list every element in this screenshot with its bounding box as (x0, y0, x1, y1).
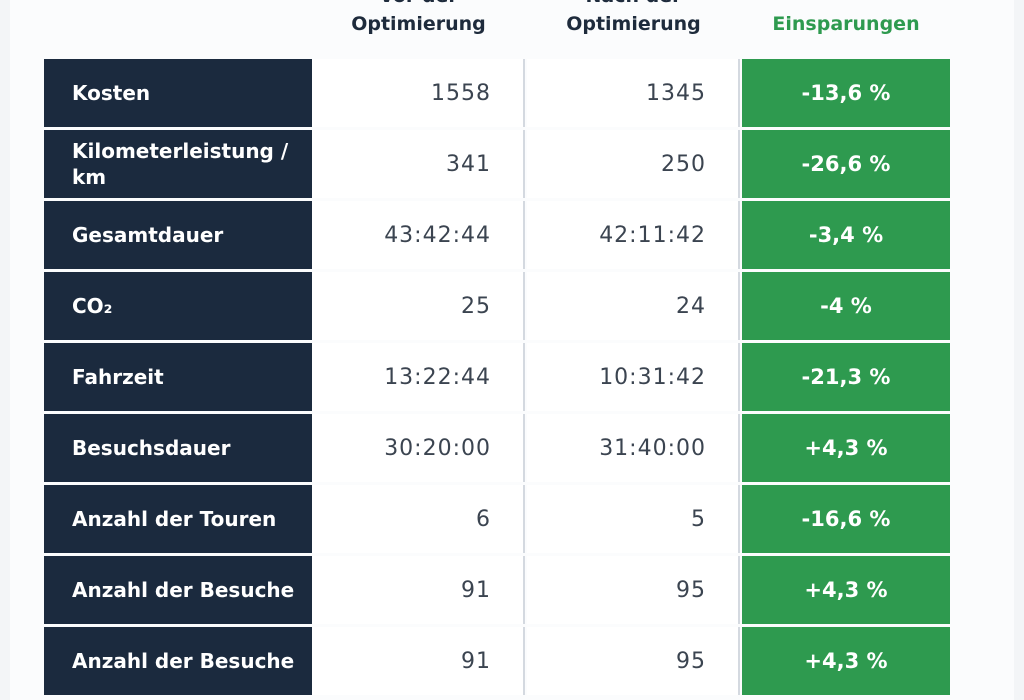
value-cell: 13:22:44 (312, 343, 525, 411)
column-header: Vor der Optimierung (351, 0, 486, 35)
savings-cell: -13,6 % (742, 59, 950, 127)
value-cell: 24 (527, 272, 740, 340)
value-cell: 95 (527, 627, 740, 695)
row-label: CO₂ (44, 272, 312, 340)
savings-cell: +4,3 % (742, 627, 950, 695)
value-cell: 6 (312, 485, 525, 553)
savings-cell: -26,6 % (742, 130, 950, 198)
row-label: Besuchsdauer (44, 414, 312, 482)
savings-cell: +4,3 % (742, 556, 950, 624)
value-cell: 10:31:42 (527, 343, 740, 411)
value-cell: 5 (527, 485, 740, 553)
row-label: Anzahl der Touren (44, 485, 312, 553)
row-label: Gesamtdauer (44, 201, 312, 269)
savings-cell: +4,3 % (742, 414, 950, 482)
value-cell: 250 (527, 130, 740, 198)
value-cell: 91 (312, 627, 525, 695)
value-cell: 43:42:44 (312, 201, 525, 269)
row-label: Anzahl der Besuche (44, 556, 312, 624)
value-cell: 30:20:00 (312, 414, 525, 482)
row-label: Anzahl der Besuche (44, 627, 312, 695)
value-cell: 1558 (312, 59, 525, 127)
value-cell: 31:40:00 (527, 414, 740, 482)
savings-cell: -4 % (742, 272, 950, 340)
value-cell: 42:11:42 (527, 201, 740, 269)
column-header: Einsparungen (772, 13, 920, 35)
row-label: Kosten (44, 59, 312, 127)
savings-cell: -3,4 % (742, 201, 950, 269)
value-cell: 341 (312, 130, 525, 198)
row-label: Kilometerleistung / km (44, 130, 312, 198)
value-cell: 91 (312, 556, 525, 624)
row-label: Fahrzeit (44, 343, 312, 411)
column-header: Nach der Optimierung (566, 0, 701, 35)
value-cell: 95 (527, 556, 740, 624)
savings-cell: -21,3 % (742, 343, 950, 411)
value-cell: 1345 (527, 59, 740, 127)
value-cell: 25 (312, 272, 525, 340)
savings-cell: -16,6 % (742, 485, 950, 553)
